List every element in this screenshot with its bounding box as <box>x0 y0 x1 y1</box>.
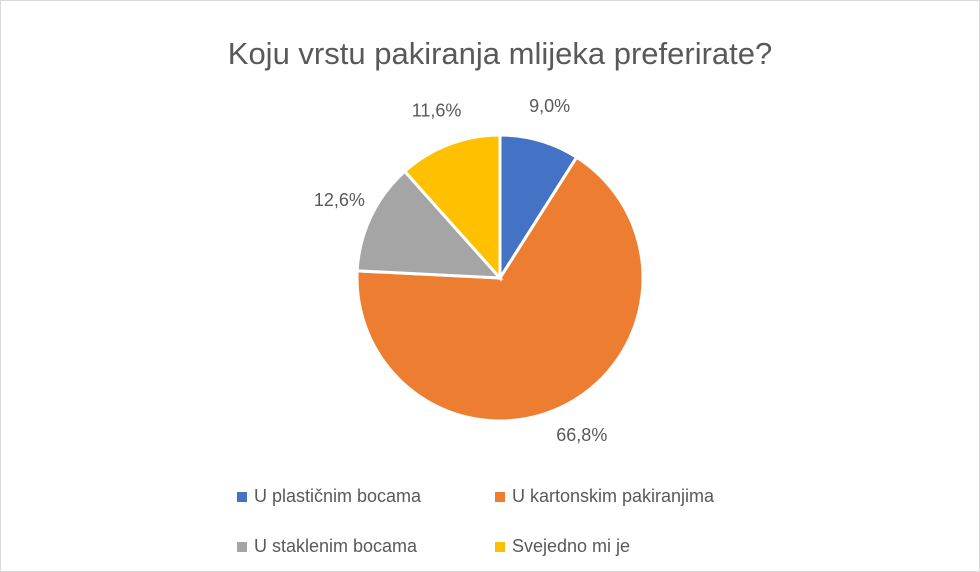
pie-slice <box>498 133 579 284</box>
pie-slice <box>355 155 645 423</box>
data-label: 66,8% <box>556 425 607 445</box>
legend-swatch <box>237 492 247 502</box>
legend-swatch <box>495 542 505 552</box>
legend-swatch <box>237 542 247 552</box>
pie-slice <box>402 133 502 282</box>
legend-label: U kartonskim pakiranjima <box>512 486 715 506</box>
legend-label: U plastičnim bocama <box>254 486 422 506</box>
chart-title: Koju vrstu pakiranja mlijeka preferirate… <box>228 36 772 71</box>
data-label: 11,6% <box>412 100 462 120</box>
legend-swatch <box>495 492 505 502</box>
data-label: 12,6% <box>314 190 365 210</box>
legend-label: Svejedno mi je <box>512 536 630 556</box>
pie-slice <box>355 169 504 280</box>
legend-label: U staklenim bocama <box>254 536 418 556</box>
data-label: 9,0% <box>529 96 570 116</box>
